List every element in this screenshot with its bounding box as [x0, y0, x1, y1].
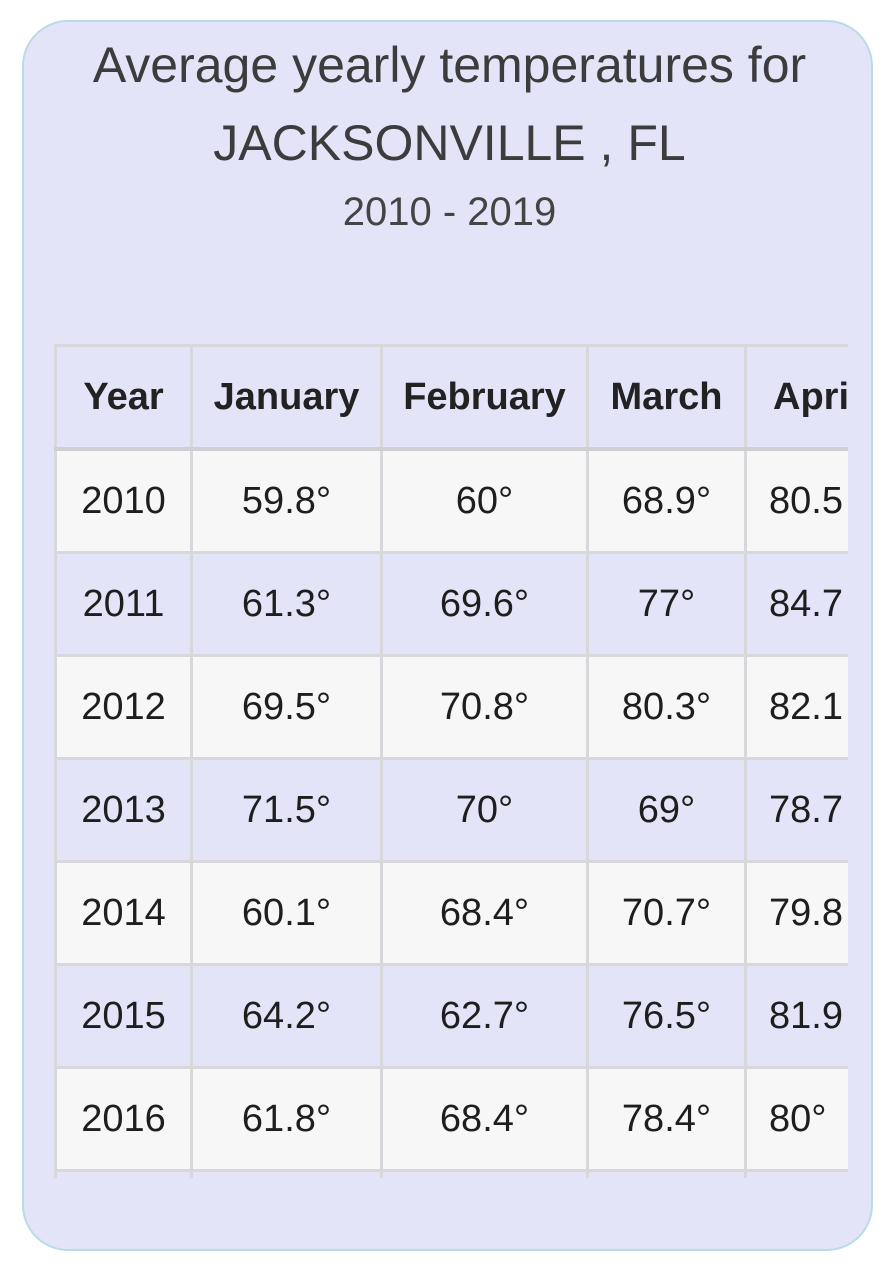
- march-cell: 69°: [586, 757, 747, 863]
- january-cell: 71.5°: [190, 757, 383, 863]
- february-cell: 70°: [380, 757, 589, 863]
- column-header-march: March: [586, 344, 747, 451]
- year-range-subtitle: 2010 - 2019: [342, 190, 557, 234]
- table-row: 2010 59.8° 60° 68.9° 80.5: [54, 447, 848, 554]
- january-cell: 61.3°: [190, 551, 383, 657]
- january-cell: 61.8°: [190, 1066, 383, 1172]
- column-header-february: February: [380, 344, 589, 451]
- temperature-table: Year January February March Apri 2010 59…: [54, 344, 848, 1178]
- april-cell: 80°: [744, 1066, 848, 1172]
- april-cell: 84.7: [744, 551, 848, 657]
- april-cell: 79.8: [744, 860, 848, 966]
- january-cell: 64.2°: [190, 963, 383, 1069]
- january-cell: 69.5°: [190, 654, 383, 760]
- april-cell: 82.1: [744, 654, 848, 760]
- column-header-april: Apri: [744, 344, 848, 451]
- cut-off-cell: [744, 1169, 848, 1178]
- table-header-row: Year January February March Apri: [54, 344, 848, 451]
- february-cell: 60°: [380, 447, 589, 554]
- march-cell: 80.3°: [586, 654, 747, 760]
- table-row: 2015 64.2° 62.7° 76.5° 81.9: [54, 963, 848, 1069]
- year-cell: 2013: [54, 757, 193, 863]
- february-cell: 62.7°: [380, 963, 589, 1069]
- temperature-card: Average yearly temperatures for JACKSONV…: [22, 20, 873, 1251]
- cut-off-cell: [54, 1169, 193, 1178]
- cut-off-cell: [586, 1169, 747, 1178]
- march-cell: 76.5°: [586, 963, 747, 1069]
- february-cell: 69.6°: [380, 551, 589, 657]
- table-row: 2016 61.8° 68.4° 78.4° 80°: [54, 1066, 848, 1172]
- table-row: 2011 61.3° 69.6° 77° 84.7: [54, 551, 848, 657]
- temperature-table-scroll[interactable]: Year January February March Apri 2010 59…: [54, 344, 848, 1184]
- february-cell: 68.4°: [380, 860, 589, 966]
- column-header-year: Year: [54, 344, 193, 451]
- april-cell: 78.7: [744, 757, 848, 863]
- february-cell: 68.4°: [380, 1066, 589, 1172]
- february-cell: 70.8°: [380, 654, 589, 760]
- table-row: 2014 60.1° 68.4° 70.7° 79.8: [54, 860, 848, 966]
- march-cell: 77°: [586, 551, 747, 657]
- april-cell: 80.5: [744, 447, 848, 554]
- year-cell: 2011: [54, 551, 193, 657]
- january-cell: 60.1°: [190, 860, 383, 966]
- year-cell: 2010: [54, 447, 193, 554]
- april-cell: 81.9: [744, 963, 848, 1069]
- table-row-cut-off: [54, 1169, 848, 1178]
- page-title: Average yearly temperatures for: [92, 37, 807, 93]
- january-cell: 59.8°: [190, 447, 383, 554]
- cut-off-cell: [380, 1169, 589, 1178]
- city-title: JACKSONVILLE , FL: [213, 115, 686, 171]
- table-row: 2013 71.5° 70° 69° 78.7: [54, 757, 848, 863]
- table-row: 2012 69.5° 70.8° 80.3° 82.1: [54, 654, 848, 760]
- march-cell: 70.7°: [586, 860, 747, 966]
- year-cell: 2015: [54, 963, 193, 1069]
- cut-off-cell: [190, 1169, 383, 1178]
- march-cell: 78.4°: [586, 1066, 747, 1172]
- year-cell: 2014: [54, 860, 193, 966]
- march-cell: 68.9°: [586, 447, 747, 554]
- year-cell: 2012: [54, 654, 193, 760]
- year-cell: 2016: [54, 1066, 193, 1172]
- column-header-january: January: [190, 344, 383, 451]
